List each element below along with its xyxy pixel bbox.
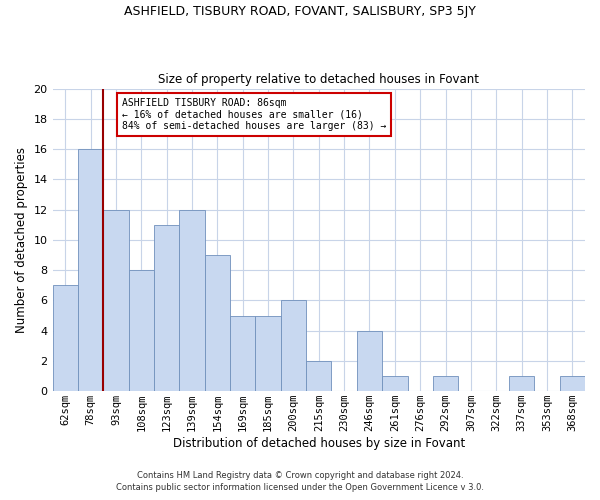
Title: Size of property relative to detached houses in Fovant: Size of property relative to detached ho… [158,73,479,86]
Bar [382,376,407,391]
Text: Contains public sector information licensed under the Open Government Licence v : Contains public sector information licen… [116,484,484,492]
Bar [205,255,230,391]
Bar [53,286,78,391]
Bar [560,376,585,391]
Bar [281,300,306,391]
Bar [154,224,179,391]
Bar [256,316,281,391]
Bar [78,149,103,391]
Text: ASHFIELD, TISBURY ROAD, FOVANT, SALISBURY, SP3 5JY: ASHFIELD, TISBURY ROAD, FOVANT, SALISBUR… [124,5,476,18]
Y-axis label: Number of detached properties: Number of detached properties [15,147,28,333]
Bar [179,210,205,391]
Bar [357,330,382,391]
Bar [433,376,458,391]
Bar [509,376,534,391]
Bar [230,316,256,391]
Bar [128,270,154,391]
Text: ASHFIELD TISBURY ROAD: 86sqm
← 16% of detached houses are smaller (16)
84% of se: ASHFIELD TISBURY ROAD: 86sqm ← 16% of de… [122,98,386,131]
Bar [306,361,331,391]
Bar [103,210,128,391]
Text: Contains HM Land Registry data © Crown copyright and database right 2024.: Contains HM Land Registry data © Crown c… [137,471,463,480]
X-axis label: Distribution of detached houses by size in Fovant: Distribution of detached houses by size … [173,437,465,450]
